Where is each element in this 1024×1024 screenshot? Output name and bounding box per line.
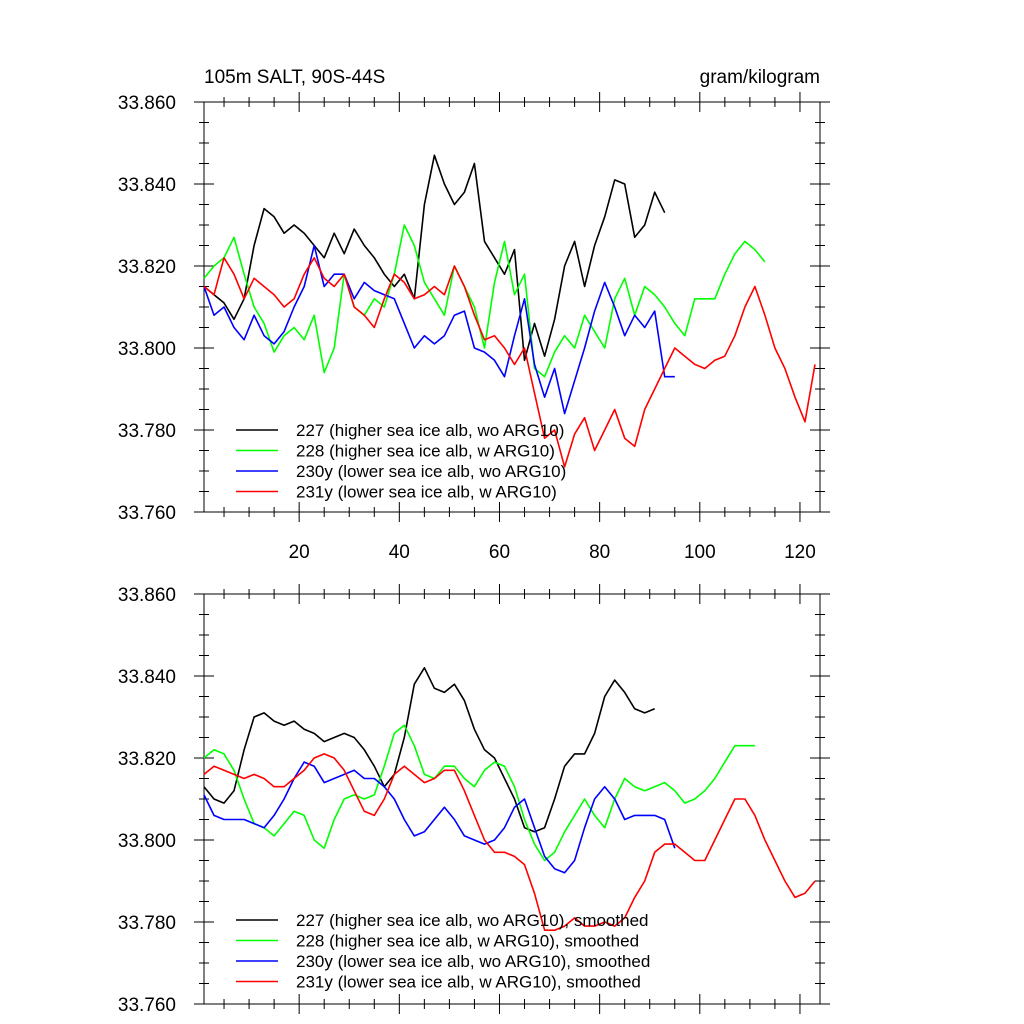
y-tick-label: 33.800: [118, 831, 176, 852]
chart-units: gram/kilogram: [700, 67, 820, 88]
y-tick-label: 33.860: [118, 93, 176, 114]
series-line-2: [203, 244, 675, 415]
series-line-1: [203, 724, 755, 862]
chart-title: 105m SALT, 90S-44S: [204, 67, 385, 88]
series-line-1: [203, 224, 766, 378]
y-tick-label: 33.760: [118, 503, 176, 524]
legend-label-2: 230y (lower sea ice alb, wo ARG10), smoo…: [296, 952, 650, 971]
legend-label-1: 228 (higher sea ice alb, w ARG10), smoot…: [296, 932, 639, 951]
x-tick-label: 20: [289, 542, 310, 563]
series-line-3: [203, 753, 816, 932]
y-tick-label: 33.800: [118, 339, 176, 360]
series-line-3: [203, 256, 816, 468]
series-line-2: [203, 761, 676, 874]
legend-label-3: 231y (lower sea ice alb, w ARG10): [296, 483, 557, 502]
legend-label-3: 231y (lower sea ice alb, w ARG10), smoot…: [296, 973, 641, 992]
top-panel: 33.760 33.780 33.800 33.820 33.840 33.860 20 40…: [118, 92, 830, 563]
legend-label-2: 230y (lower sea ice alb, wo ARG10): [296, 462, 566, 481]
legend-label-1: 228 (higher sea ice alb, w ARG10): [296, 442, 555, 461]
x-tick-label: 40: [389, 542, 410, 563]
y-tick-label: 33.820: [118, 749, 176, 770]
legend-label-0: 227 (higher sea ice alb, wo ARG10), smoo…: [296, 911, 648, 930]
legend-label-0: 227 (higher sea ice alb, wo ARG10): [296, 421, 564, 440]
y-tick-label: 33.840: [118, 175, 176, 196]
x-tick-label: 60: [489, 542, 510, 563]
y-tick-label: 33.780: [118, 421, 176, 442]
series-line-0: [203, 154, 666, 362]
series-line-0: [203, 666, 656, 833]
y-tick-label: 33.820: [118, 257, 176, 278]
x-tick-label: 120: [784, 542, 816, 563]
y-tick-label: 33.860: [118, 585, 176, 606]
y-tick-label: 33.760: [118, 995, 176, 1016]
y-tick-label: 33.840: [118, 667, 176, 688]
x-tick-label: 80: [589, 542, 610, 563]
y-tick-label: 33.780: [118, 913, 176, 934]
bottom-panel: 33.760 33.780 33.800 33.820 33.840 33.860 227 …: [118, 584, 830, 1016]
x-tick-label: 100: [684, 542, 716, 563]
